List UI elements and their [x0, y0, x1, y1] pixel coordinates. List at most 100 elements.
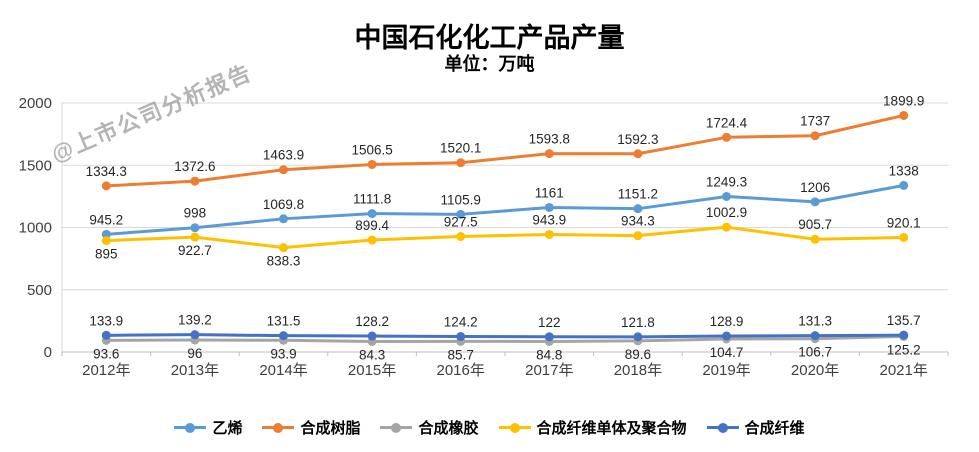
data-point-marker [456, 209, 466, 219]
legend-item-1: 合成树脂 [262, 417, 360, 438]
data-label: 122 [538, 315, 561, 330]
data-label: 1206 [800, 180, 830, 195]
y-axis-tick-label: 1500 [19, 157, 52, 174]
data-point-marker [899, 330, 909, 340]
series-line-1 [104, 113, 906, 188]
data-label: 1724.4 [706, 115, 748, 130]
data-point-marker [367, 331, 377, 341]
data-label: 920.1 [887, 215, 921, 230]
data-point-marker [544, 202, 554, 212]
legend-label: 合成树脂 [300, 420, 361, 437]
data-label: 128.2 [355, 314, 389, 329]
data-label: 84.3 [359, 348, 385, 363]
data-point-marker [101, 229, 111, 239]
data-point-marker [456, 332, 466, 342]
data-label: 1249.3 [706, 174, 747, 189]
data-label: 1338 [889, 163, 919, 178]
y-axis-tick-label: 2000 [19, 95, 52, 112]
data-point-marker [190, 232, 200, 242]
data-point-marker [633, 149, 643, 159]
x-axis-tick-label: 2016年 [437, 362, 485, 379]
legend-item-2: 合成橡胶 [380, 417, 479, 438]
data-label: 1111.8 [353, 192, 391, 207]
data-point-marker [101, 330, 111, 340]
x-axis-tick-label: 2019年 [702, 362, 750, 379]
legend-label: 乙烯 [212, 420, 243, 437]
data-label: 84.8 [536, 347, 562, 362]
series-line-0 [104, 183, 906, 236]
data-point-marker [367, 209, 377, 219]
data-label: 1161 [535, 185, 564, 200]
data-label: 895 [95, 247, 118, 262]
data-label: 943.9 [532, 212, 566, 227]
legend-item-4: 合成纤维 [706, 417, 805, 438]
chart-subtitle: 单位：万吨 [444, 54, 535, 74]
data-label: 93.9 [270, 346, 296, 361]
legend-marker-icon [262, 422, 295, 433]
data-label: 131.5 [267, 314, 301, 329]
data-label: 905.7 [798, 217, 832, 232]
data-point-marker [722, 331, 731, 341]
data-point-marker [279, 331, 288, 341]
data-label: 1372.6 [174, 159, 215, 174]
series-line-4 [104, 333, 906, 339]
x-axis-tick-label: 2017年 [525, 362, 573, 379]
x-axis-tick-label: 2012年 [82, 362, 130, 379]
data-label: 1520.1 [440, 141, 481, 156]
legend-item-0: 乙烯 [174, 417, 242, 438]
series-line-3 [104, 225, 906, 250]
data-point-marker [722, 132, 731, 142]
data-point-marker [810, 197, 820, 207]
data-label: 1737 [800, 114, 830, 129]
data-point-marker [899, 110, 909, 120]
legend-marker-icon [174, 422, 207, 433]
x-axis-tick-label: 2020年 [791, 362, 839, 379]
data-point-marker [722, 191, 731, 201]
x-axis-tick-label: 2018年 [614, 362, 662, 379]
legend-marker-icon [706, 422, 739, 433]
data-label: 104.7 [710, 345, 744, 360]
data-point-marker [899, 180, 909, 190]
data-label: 899.4 [355, 218, 389, 233]
data-label: 1002.9 [706, 205, 747, 220]
data-point-marker [279, 243, 288, 253]
data-label: 838.3 [267, 254, 301, 269]
data-point-marker [456, 232, 466, 242]
data-label: 125.2 [887, 342, 921, 357]
data-label: 89.6 [625, 347, 651, 362]
data-label: 96 [187, 346, 202, 361]
chart-title: 中国石化化工产品产量 [354, 23, 625, 53]
data-point-marker [810, 331, 820, 341]
data-label: 1334.3 [86, 164, 127, 179]
data-point-marker [633, 332, 643, 342]
data-label: 998 [184, 206, 207, 221]
data-point-marker [279, 214, 288, 224]
data-label: 1105.9 [441, 192, 481, 207]
data-point-marker [722, 222, 731, 232]
data-label: 131.3 [798, 314, 832, 329]
legend-label: 合成橡胶 [418, 420, 479, 437]
data-point-marker [190, 176, 200, 186]
data-label: 139.2 [178, 313, 212, 328]
data-point-marker [367, 235, 377, 245]
data-label: 1069.8 [263, 197, 304, 212]
data-point-marker [456, 158, 466, 168]
data-point-marker [544, 332, 554, 342]
data-point-marker [190, 330, 200, 340]
data-point-marker [101, 236, 111, 246]
data-label: 1463.9 [263, 148, 304, 163]
data-label: 85.7 [448, 347, 474, 362]
data-point-marker [633, 204, 643, 214]
data-point-marker [101, 181, 111, 191]
legend-marker-icon [380, 422, 413, 433]
data-point-marker [633, 231, 643, 241]
x-axis-tick-label: 2015年 [348, 362, 396, 379]
data-label: 124.2 [444, 315, 478, 330]
legend-label: 合成纤维单体及聚合物 [536, 420, 687, 437]
data-label: 1506.5 [351, 142, 392, 157]
data-label: 135.7 [887, 313, 921, 328]
data-point-marker [544, 149, 554, 159]
y-axis-tick-label: 1000 [19, 220, 52, 237]
data-label: 927.5 [444, 215, 478, 230]
